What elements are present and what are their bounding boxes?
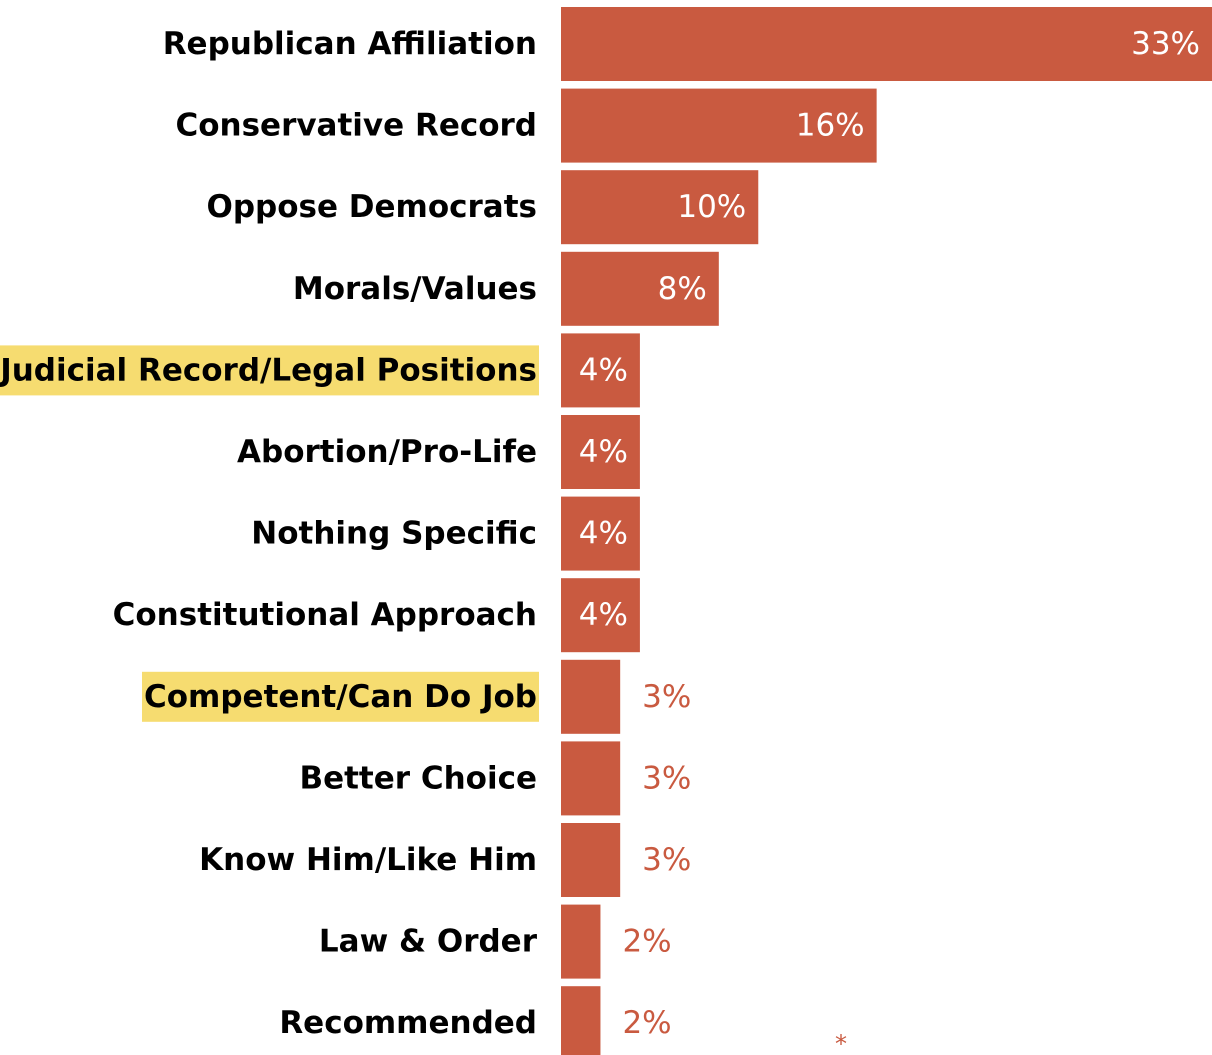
footnote-asterisk: * — [835, 1030, 847, 1055]
category-highlight — [142, 671, 539, 722]
bar-row: Judicial Record/Legal Positions 4% — [0, 333, 640, 408]
category-label: Nothing Specific — [251, 516, 537, 552]
bar — [561, 415, 640, 489]
value-label: 16% — [796, 108, 865, 144]
category-label: Better Choice — [299, 760, 537, 796]
bar-row: Conservative Record 16% — [175, 88, 877, 163]
bar — [561, 496, 640, 571]
value-label: 4% — [579, 352, 628, 388]
value-label: 8% — [658, 271, 707, 307]
bar — [561, 578, 640, 653]
bar-row: Nothing Specific 4% — [251, 496, 640, 571]
bar — [561, 333, 640, 408]
category-label: Know Him/Like Him — [199, 842, 537, 878]
bar-row: Better Choice 3% — [299, 741, 691, 816]
bar-row: Recommended 2% — [279, 986, 672, 1055]
bar-row: Oppose Democrats 10% — [206, 170, 759, 245]
bar-row: Law & Order 2% — [319, 904, 672, 979]
value-label: 3% — [642, 760, 691, 796]
value-label: 10% — [677, 189, 746, 225]
category-label: Morals/Values — [293, 271, 537, 307]
bar — [561, 659, 621, 734]
value-label: 4% — [579, 597, 628, 633]
chart-rows: Republican Affiliation 33% Conservative Re… — [0, 7, 1212, 1055]
bar — [561, 170, 759, 245]
bar-row: Morals/Values 8% — [293, 251, 719, 326]
bar-row: Abortion/Pro-Life 4% — [237, 415, 640, 489]
category-label: Law & Order — [319, 924, 538, 960]
value-label: 2% — [622, 924, 671, 960]
category-label: Conservative Record — [175, 108, 537, 144]
bar-row: Competent/Can Do Job 3% — [142, 659, 691, 734]
bar — [561, 986, 601, 1055]
bar — [561, 88, 877, 163]
bar-row: Constitutional Approach 4% — [113, 578, 640, 653]
bar — [561, 741, 621, 816]
bar-row: Republican Affiliation 33% — [163, 7, 1212, 81]
value-label: 33% — [1131, 26, 1200, 62]
value-label: 2% — [622, 1005, 671, 1041]
bar-row: Know Him/Like Him 3% — [199, 823, 691, 897]
bar — [561, 904, 601, 979]
category-label: Abortion/Pro-Life — [237, 434, 537, 470]
category-highlight — [0, 345, 539, 396]
value-label: 3% — [642, 679, 691, 715]
bar — [561, 823, 621, 897]
value-label: 3% — [642, 842, 691, 878]
bar — [561, 7, 1212, 81]
category-label: Republican Affiliation — [163, 26, 537, 62]
category-label: Oppose Democrats — [206, 189, 537, 225]
value-label: 4% — [579, 516, 628, 552]
bar — [561, 251, 719, 326]
category-label: Judicial Record/Legal Positions — [0, 352, 537, 388]
category-label: Recommended — [279, 1005, 537, 1041]
value-label: 4% — [579, 434, 628, 470]
category-label: Constitutional Approach — [113, 597, 537, 633]
category-label: Competent/Can Do Job — [144, 679, 537, 715]
